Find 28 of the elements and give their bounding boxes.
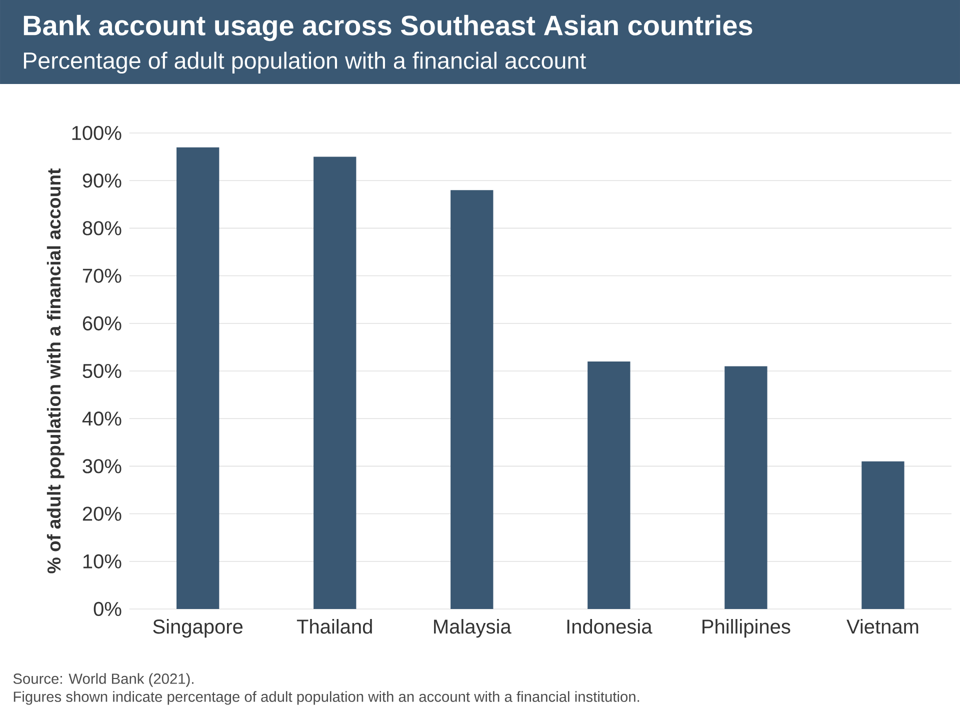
y-tick-label: 40% xyxy=(82,412,122,426)
x-tick-label: Indonesia xyxy=(567,619,652,634)
x-tick-label: Malaysia xyxy=(434,619,512,638)
bar xyxy=(588,361,630,609)
y-tick-label: 20% xyxy=(82,506,122,521)
y-tick-label: 0% xyxy=(94,602,122,616)
x-tick-label: Singapore xyxy=(153,619,243,638)
y-tick-label: 60% xyxy=(82,316,122,330)
x-tick-label: Vietnam xyxy=(846,619,918,634)
bar xyxy=(450,190,494,609)
bar xyxy=(314,156,356,609)
source-note: Source: World Bank (2021). xyxy=(13,673,194,687)
bar xyxy=(176,147,220,609)
y-tick-label: 90% xyxy=(82,174,122,188)
bar xyxy=(724,366,768,609)
text: Figures shown indicate percentage of adult population with an account with a financial institution. xyxy=(14,691,640,705)
chart-subtitle: Percentage of adult population with a financial account xyxy=(24,52,586,74)
y-tick-label: 100% xyxy=(72,126,122,140)
x-tick-label: Phillipines xyxy=(702,619,790,638)
y-tick-label: 50% xyxy=(82,364,122,378)
y-tick-label: 30% xyxy=(82,459,122,474)
y-tick-label: 10% xyxy=(83,554,122,568)
y-axis-title: % of adult population with a financial account xyxy=(46,168,64,574)
chart-title: Bank account usage across Southeast Asian countries xyxy=(24,14,752,42)
x-tick-label: Thailand xyxy=(296,619,372,634)
y-tick-label: 80% xyxy=(82,221,122,236)
bar xyxy=(862,461,904,609)
y-tick-label: 70% xyxy=(82,268,122,283)
